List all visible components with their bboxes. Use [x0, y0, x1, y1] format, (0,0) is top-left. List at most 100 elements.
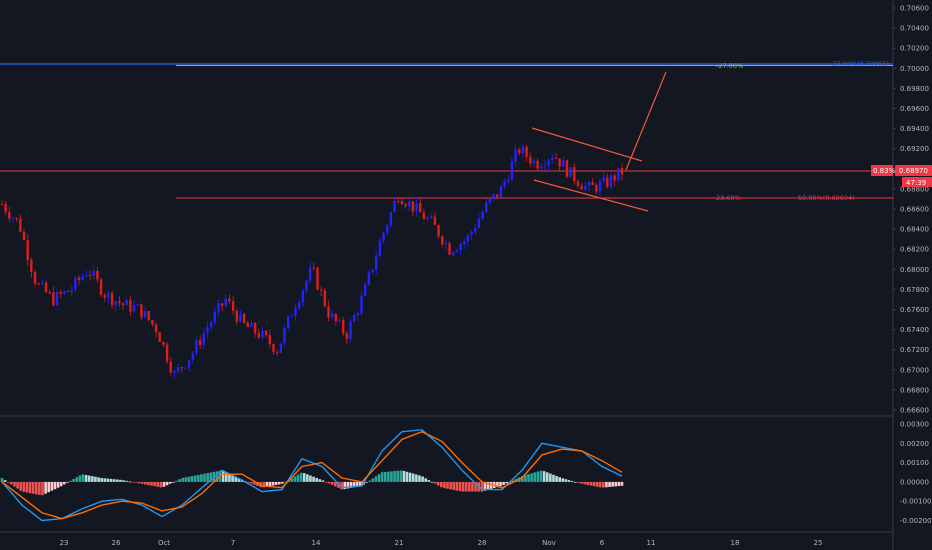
candle-body — [114, 301, 117, 306]
candle-body — [386, 225, 389, 233]
histogram-bar — [137, 481, 141, 484]
price-tick-label: 0.67200 — [900, 346, 929, 354]
candle-body — [397, 201, 400, 203]
candle-body — [356, 313, 360, 315]
histogram-bar — [200, 474, 203, 482]
macd-axis[interactable]: 0.00300 0.00200 0.00100 0.00000 -0.00100 -0.0… — [900, 421, 931, 526]
histogram-bar — [418, 475, 421, 482]
histogram-bar — [380, 472, 384, 482]
change-pct-badge — [871, 165, 893, 176]
candle-body — [136, 304, 139, 306]
candle-body — [312, 267, 316, 269]
histogram-bar — [399, 470, 403, 482]
histogram-bar — [306, 474, 309, 482]
histogram-bar — [421, 476, 424, 482]
candle-body — [532, 160, 536, 164]
candle-body — [507, 179, 510, 182]
time-tick-label: 14 — [312, 539, 321, 547]
candle-body — [41, 282, 44, 284]
histogram-bar — [6, 481, 10, 483]
candle-body — [551, 157, 554, 160]
candle-body — [352, 314, 356, 322]
candle-body — [437, 224, 440, 237]
histogram-bar — [489, 481, 493, 489]
histogram-bar — [41, 481, 44, 496]
candle-body — [246, 322, 249, 327]
histogram-bar — [190, 476, 194, 482]
candle-body — [264, 330, 268, 336]
histogram-bar — [97, 477, 100, 482]
histogram-bar — [368, 480, 371, 482]
histogram-bar — [424, 478, 428, 482]
candle-body — [85, 275, 88, 277]
histogram-bar — [44, 481, 47, 494]
candle-body — [140, 304, 143, 318]
candle-body — [496, 194, 499, 197]
candle-body — [408, 201, 411, 207]
candle-body — [591, 182, 594, 186]
candle-body — [452, 252, 455, 255]
candle-body — [547, 159, 550, 166]
candle-body — [540, 166, 543, 169]
candle-body — [433, 216, 437, 225]
candle-body — [341, 320, 345, 334]
candle-body — [345, 333, 349, 339]
histogram-bar — [430, 481, 434, 483]
fib-top-level-label: -27.00%(0.70005) — [830, 60, 889, 68]
histogram-bar — [162, 481, 166, 487]
breakout-projection-line[interactable] — [625, 71, 667, 171]
price-axis[interactable]: 0.70600 0.70400 0.70200 0.70000 0.69800 0.696… — [893, 5, 929, 415]
histogram-bar — [274, 481, 278, 485]
histogram-bar — [527, 474, 530, 482]
candle-body — [375, 256, 378, 270]
histogram-bar — [536, 471, 540, 482]
candle-body — [613, 175, 616, 181]
candle-body — [70, 289, 73, 292]
histogram-bar — [530, 473, 533, 482]
candle-body — [338, 320, 341, 322]
histogram-bar — [555, 475, 558, 482]
histogram-bar — [521, 476, 524, 482]
price-tick-label: 0.68000 — [900, 266, 929, 274]
candle-body — [573, 167, 576, 182]
candle-body — [198, 340, 202, 345]
candle-body — [44, 282, 48, 293]
histogram-bar — [265, 481, 269, 487]
candle-body — [503, 181, 506, 187]
histogram-bar — [206, 473, 209, 482]
channel-lower-line[interactable] — [533, 179, 649, 212]
histogram-bar — [439, 481, 443, 488]
histogram-bar — [433, 481, 437, 484]
candle-body — [330, 313, 334, 318]
histogram-bar — [299, 472, 303, 482]
candle-body — [334, 313, 338, 322]
time-axis[interactable]: 23 26 Oct 7 14 21 28 Nov 6 11 18 25 — [60, 539, 823, 547]
histogram-bar — [47, 481, 51, 493]
histogram-bar — [131, 481, 135, 483]
histogram-bar — [390, 471, 393, 482]
channel-upper-line[interactable] — [531, 127, 643, 162]
candle-body — [26, 239, 29, 261]
histogram-bar — [377, 474, 381, 482]
histogram-bar — [221, 470, 225, 482]
candle-body — [99, 279, 103, 295]
candle-body — [378, 240, 382, 257]
candle-body — [158, 332, 161, 342]
candle-body — [272, 344, 275, 352]
histogram-bar — [172, 481, 175, 483]
histogram-bar — [586, 481, 590, 485]
candle-body — [580, 185, 583, 190]
histogram-bar — [614, 481, 618, 487]
price-tick-label: 0.68200 — [900, 246, 929, 254]
histogram-bar — [237, 478, 241, 482]
histogram-bar — [617, 481, 621, 487]
histogram-bar — [595, 481, 599, 487]
histogram-bar — [499, 481, 502, 487]
candle-body — [162, 341, 165, 345]
candle-body — [30, 260, 33, 272]
histogram-bar — [271, 481, 275, 486]
histogram-bar — [13, 481, 16, 487]
histogram-bar — [402, 470, 406, 482]
histogram-bar — [125, 480, 128, 482]
